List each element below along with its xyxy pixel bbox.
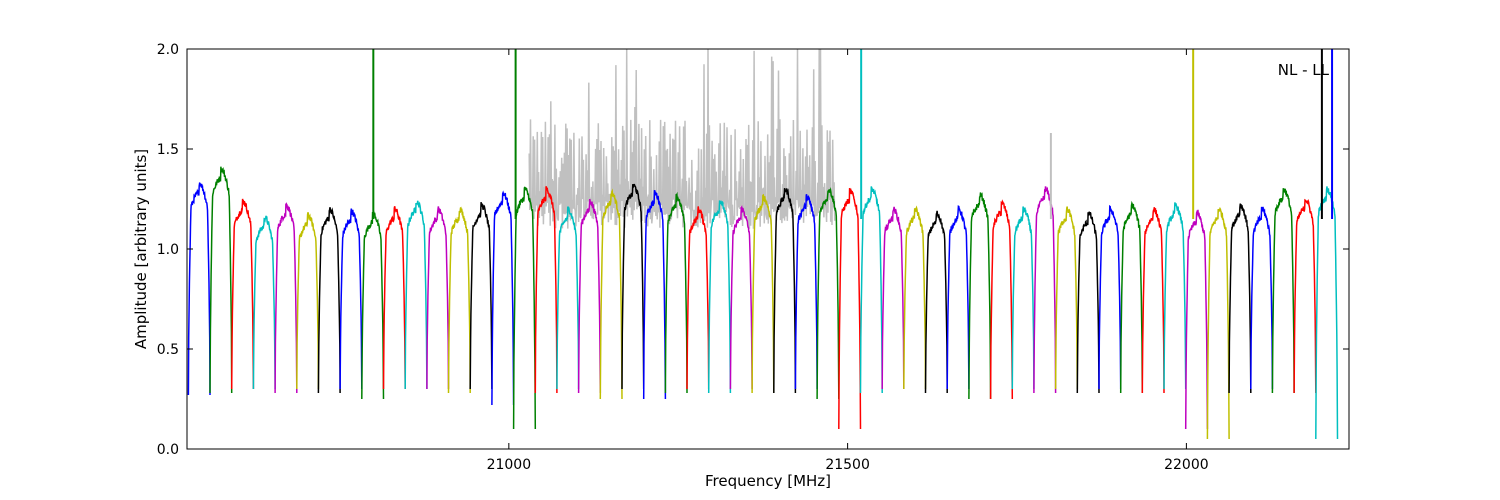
channel-series-37 — [968, 192, 992, 400]
channel-series-36 — [946, 205, 970, 390]
channel-series-13 — [447, 206, 471, 394]
channel-series-23 — [664, 191, 688, 394]
channel-series-51 — [1271, 188, 1295, 394]
channel-series-42 — [1076, 211, 1100, 394]
channel-series-9 — [361, 211, 385, 400]
channel-series-24 — [686, 206, 710, 390]
channel-series-34 — [903, 205, 927, 390]
channel-series-31 — [838, 187, 862, 430]
channel-series-6 — [296, 212, 320, 390]
channel-series-53 — [1315, 186, 1339, 440]
y-axis-label: Amplitude [arbitrary units] — [132, 149, 150, 349]
channel-series-29 — [794, 194, 818, 390]
rfi-band-series — [528, 48, 836, 229]
channel-series-19 — [577, 198, 602, 394]
ticks-layer: 21000 21500 22000 0.0 0.5 1.0 1.5 2.0 — [157, 42, 1349, 473]
channel-series-20 — [599, 188, 623, 400]
channel-series-35 — [924, 210, 948, 394]
channel-series-11 — [404, 200, 428, 390]
channel-series-10 — [382, 206, 406, 390]
channel-series-18 — [556, 206, 580, 390]
channel-series-45 — [1141, 207, 1165, 394]
channel-series-25 — [707, 200, 732, 394]
channel-series-44 — [1119, 200, 1144, 394]
channel-series-52 — [1293, 198, 1317, 394]
channel-series-41 — [1054, 206, 1079, 390]
channel-series-38 — [989, 199, 1014, 400]
channel-series-26 — [729, 205, 753, 390]
channel-series-17 — [534, 186, 558, 394]
x-tick-label: 21500 — [825, 457, 870, 473]
x-axis-label: Frequency [MHz] — [705, 472, 831, 490]
channel-series-32 — [859, 186, 883, 394]
x-tick-label: 22000 — [1164, 457, 1209, 473]
channel-series-39 — [1011, 206, 1035, 390]
channel-series-49 — [1228, 203, 1252, 394]
channel-series-30 — [816, 186, 840, 400]
channel-series-47 — [1184, 209, 1209, 430]
channel-series-50 — [1250, 206, 1274, 390]
channel-series-28 — [773, 187, 797, 394]
channel-series-21 — [621, 183, 645, 390]
channel-series-27 — [751, 193, 775, 394]
channel-series-15 — [491, 190, 515, 406]
rfi-background-layer — [528, 48, 836, 229]
channel-series-8 — [339, 208, 363, 390]
channel-series-22 — [642, 189, 667, 400]
channel-series-43 — [1098, 204, 1122, 390]
y-tick-label: 2.0 — [157, 42, 179, 58]
channel-series-14 — [469, 202, 493, 390]
channel-series-3 — [230, 198, 255, 390]
y-tick-label: 0.5 — [157, 342, 179, 358]
y-tick-label: 1.5 — [157, 142, 179, 158]
y-tick-label: 1.0 — [157, 242, 179, 258]
channel-series-33 — [881, 206, 905, 390]
channel-series-16 — [512, 186, 537, 430]
channel-series-5 — [274, 202, 298, 394]
baseline-annotation: NL - LL — [1278, 61, 1330, 79]
channel-series-4 — [252, 215, 276, 390]
channel-series-46 — [1163, 202, 1187, 390]
y-tick-label: 0.0 — [157, 442, 179, 458]
channel-series-2 — [209, 166, 233, 394]
x-tick-label: 21000 — [487, 457, 532, 473]
channel-series-40 — [1033, 186, 1057, 394]
channel-series-1 — [187, 182, 211, 396]
series-layer — [187, 49, 1339, 440]
channel-series-12 — [426, 206, 450, 390]
channel-series-48 — [1206, 206, 1230, 440]
channel-series-7 — [317, 207, 341, 394]
